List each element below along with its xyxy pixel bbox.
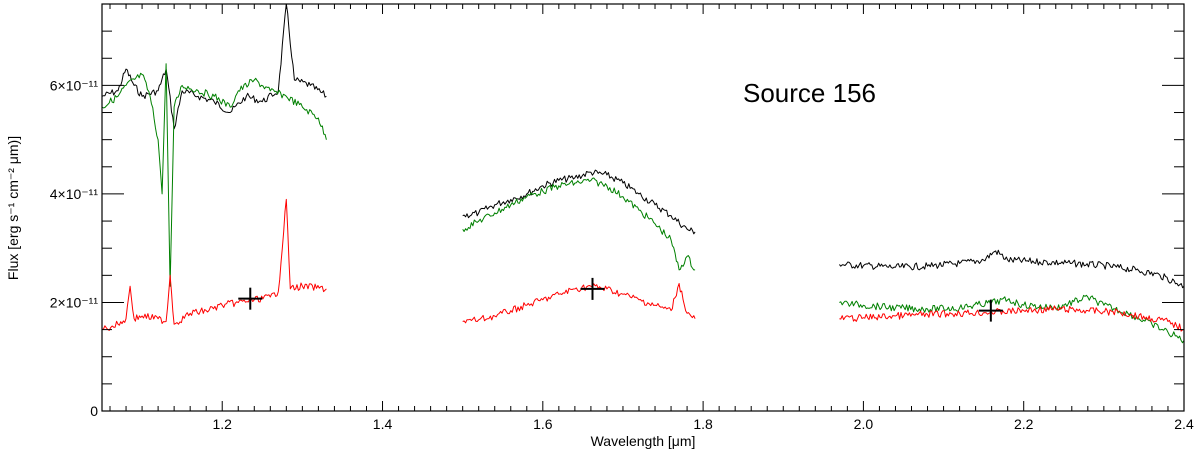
y-tick-label: 2×10⁻¹¹ xyxy=(50,294,99,310)
series-1-segment-1 xyxy=(462,177,696,271)
x-tick-label: 1.4 xyxy=(373,416,393,432)
x-tick-label: 1.6 xyxy=(533,416,553,432)
y-tick-label: 0 xyxy=(90,403,98,419)
x-tick-label: 2.4 xyxy=(1174,416,1194,432)
series-0-segment-2 xyxy=(839,249,1185,289)
series-1-segment-0 xyxy=(101,63,327,287)
photometry-marker-0 xyxy=(238,287,263,310)
series-2-segment-1 xyxy=(462,283,696,324)
series-0-segment-1 xyxy=(462,169,696,235)
x-axis-label: Wavelength [μm] xyxy=(591,433,696,449)
x-tick-label: 1.8 xyxy=(693,416,713,432)
x-tick-label: 2.0 xyxy=(854,416,874,432)
y-tick-label: 6×10⁻¹¹ xyxy=(50,77,99,93)
series-0-segment-0 xyxy=(101,3,327,130)
photometry-marker-1 xyxy=(580,277,605,300)
tick-layer xyxy=(102,4,1185,412)
series-2-segment-2 xyxy=(839,305,1185,332)
x-tick-label: 1.2 xyxy=(212,416,232,432)
y-axis-label: Flux [erg s⁻¹ cm⁻² μm)] xyxy=(5,136,21,280)
series-layer xyxy=(101,3,1185,344)
x-tick-labels: 1.2 1.4 1.6 1.8 2.0 2.2 2.4 xyxy=(212,416,1193,432)
plot-frame xyxy=(101,3,1185,412)
marker-layer xyxy=(238,277,1003,322)
y-tick-labels: 0 2×10⁻¹¹ 4×10⁻¹¹ 6×10⁻¹¹ xyxy=(50,77,99,419)
series-2-segment-0 xyxy=(101,198,327,331)
series-1-segment-2 xyxy=(839,294,1185,344)
x-tick-label: 2.2 xyxy=(1014,416,1034,432)
photometry-marker-2 xyxy=(978,299,1003,322)
chart-annotation: Source 156 xyxy=(743,78,876,108)
y-tick-label: 4×10⁻¹¹ xyxy=(50,186,99,202)
